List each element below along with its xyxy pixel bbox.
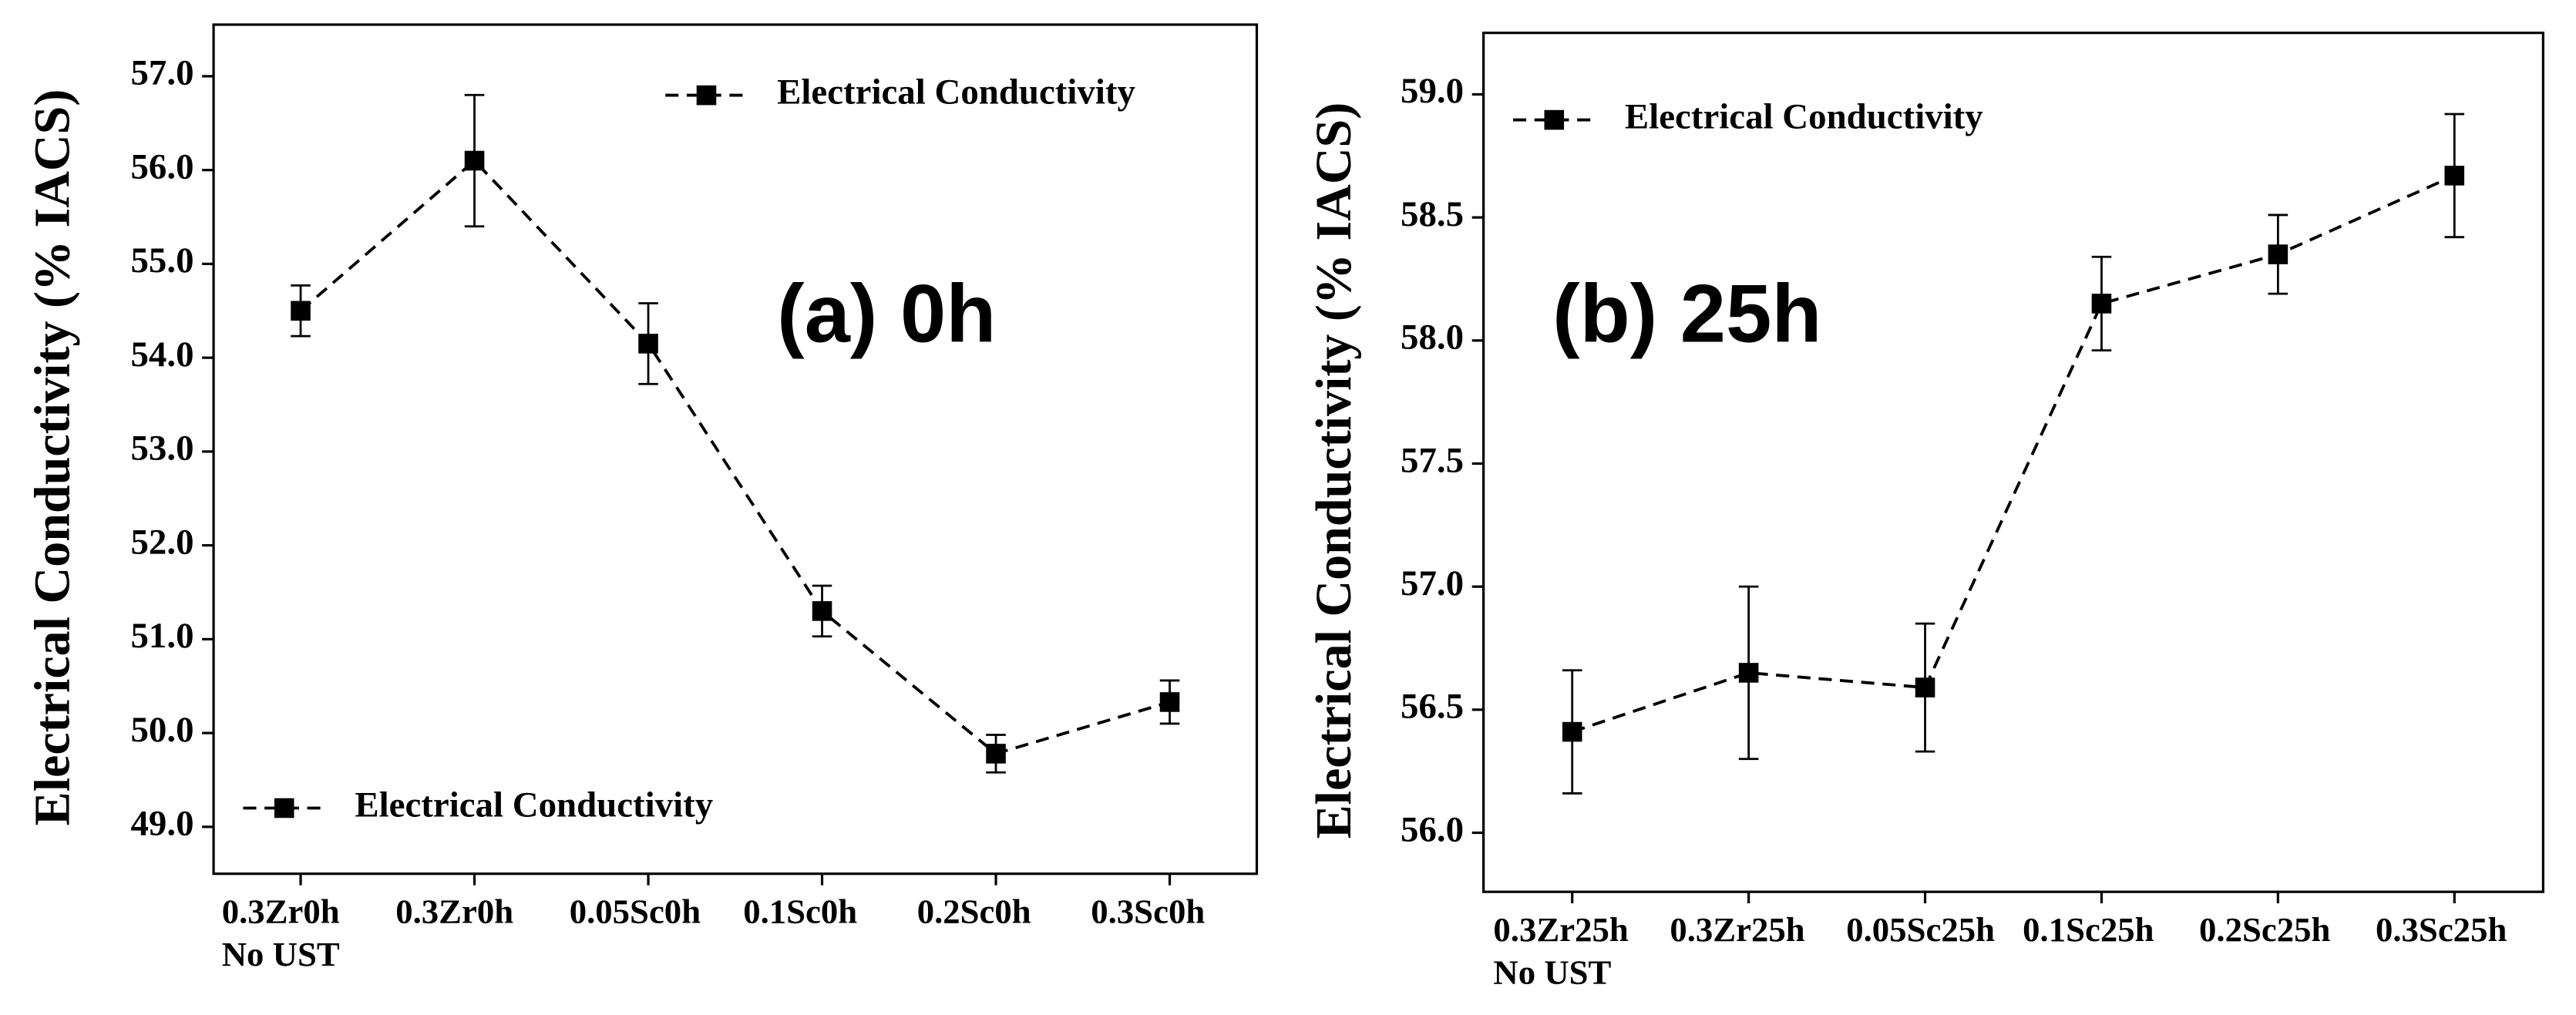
- x-tick-label: 0.05Sc25h: [1846, 909, 1995, 949]
- legend-label: Electrical Conductivity: [355, 785, 713, 825]
- annotation: (a) 0h: [777, 268, 996, 360]
- series-line: [299, 158, 1171, 756]
- y-tick-label: 56.0: [1401, 809, 1464, 849]
- marker: [812, 601, 832, 621]
- legend-marker: [696, 85, 717, 106]
- y-tick-label: 58.5: [1401, 194, 1464, 234]
- x-tick-label: 0.3Zr25h No UST: [1493, 909, 1629, 993]
- marker: [2091, 294, 2112, 314]
- x-tick-label: 0.2Sc25h: [2199, 909, 2331, 949]
- marker: [2444, 166, 2465, 186]
- y-tick-label: 53.0: [130, 429, 193, 469]
- annotation: (b) 25h: [1552, 268, 1821, 360]
- y-tick-label: 56.0: [130, 146, 193, 187]
- legend-label: Electrical Conductivity: [1625, 96, 1983, 136]
- y-axis-label: Electrical Conductivity (% IACS): [1306, 103, 1362, 839]
- marker: [291, 301, 311, 321]
- marker: [986, 744, 1006, 764]
- marker: [638, 334, 658, 354]
- y-tick-label: 57.0: [1401, 563, 1464, 603]
- legend-marker: [274, 798, 294, 818]
- x-tick-label: 0.1Sc0h: [743, 892, 858, 932]
- y-tick-label: 59.0: [1401, 71, 1464, 111]
- y-tick-label: 51.0: [130, 616, 193, 656]
- x-tick-label: 0.05Sc0h: [569, 892, 701, 932]
- marker: [1562, 721, 1582, 742]
- x-tick-label: 0.3Zr25h: [1670, 909, 1805, 949]
- y-tick-label: 58.0: [1401, 318, 1464, 358]
- marker: [1159, 692, 1180, 712]
- y-tick-label: 56.5: [1401, 687, 1464, 727]
- x-tick-label: 0.3Zr0h No UST: [221, 892, 340, 974]
- legend-marker: [1544, 109, 1565, 130]
- plot-frame: [1482, 32, 2544, 893]
- series-line: [1572, 174, 2456, 734]
- y-tick-label: 57.5: [1401, 440, 1464, 480]
- y-tick-label: 57.0: [130, 53, 193, 93]
- marker: [1915, 677, 1935, 697]
- marker: [464, 150, 485, 171]
- marker: [2268, 244, 2288, 264]
- x-tick-label: 0.3Sc0h: [1091, 892, 1206, 932]
- x-tick-label: 0.3Sc25h: [2375, 909, 2507, 949]
- y-tick-label: 50.0: [130, 710, 193, 750]
- y-tick-label: 55.0: [130, 240, 193, 281]
- plot-frame: [212, 23, 1259, 876]
- y-tick-label: 52.0: [130, 522, 193, 562]
- y-tick-label: 49.0: [130, 804, 193, 844]
- x-tick-label: 0.3Zr0h: [395, 892, 514, 932]
- x-tick-label: 0.1Sc25h: [2023, 909, 2154, 949]
- y-tick-label: 54.0: [130, 334, 193, 375]
- legend-label: Electrical Conductivity: [777, 72, 1135, 112]
- marker: [1738, 663, 1759, 683]
- x-tick-label: 0.2Sc0h: [916, 892, 1031, 932]
- y-axis-label: Electrical Conductivity (% IACS): [25, 89, 81, 826]
